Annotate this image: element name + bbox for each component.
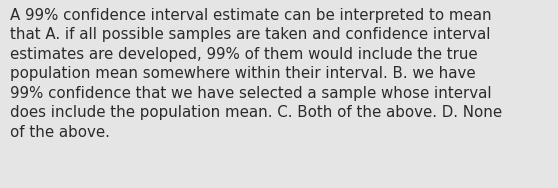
Text: A 99% confidence interval estimate can be interpreted to mean
that A. if all pos: A 99% confidence interval estimate can b… [10, 8, 502, 140]
